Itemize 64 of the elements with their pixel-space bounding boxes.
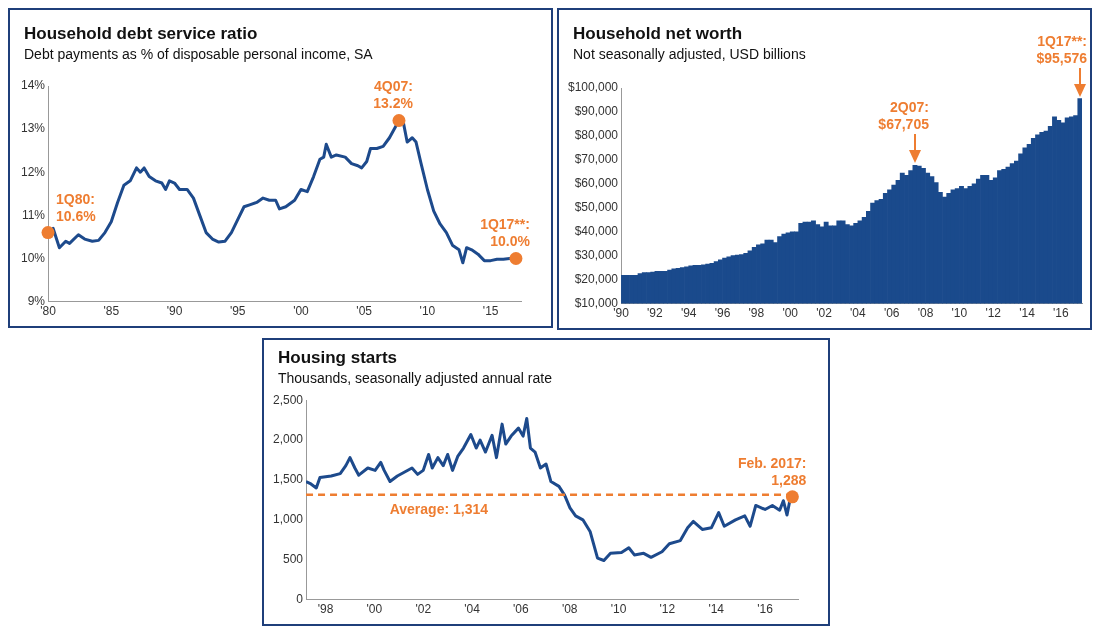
y-tick-label: 1,500 xyxy=(273,472,304,487)
x-tick-label: '04 xyxy=(850,306,867,321)
x-tick-label: '14 xyxy=(1019,306,1036,321)
y-tick-label: 2,000 xyxy=(273,432,304,447)
y-tick-label: $70,000 xyxy=(574,152,619,167)
annotation: Feb. 2017: 1,288 xyxy=(737,454,807,489)
x-tick-label: '90 xyxy=(613,306,630,321)
x-tick-label: '15 xyxy=(482,304,499,319)
y-tick-label: $90,000 xyxy=(574,104,619,119)
y-tick-label: $40,000 xyxy=(574,224,619,239)
y-tick-label: $30,000 xyxy=(574,248,619,262)
annotation: 1Q17**: $95,576 xyxy=(1036,32,1087,67)
y-tick-label: 1,000 xyxy=(273,512,304,527)
chart-title: Household net worth xyxy=(573,24,744,44)
x-tick-label: '02 xyxy=(415,602,432,617)
y-tick-label: $60,000 xyxy=(574,176,619,191)
y-tick-label: 11% xyxy=(21,207,46,222)
x-tick-label: '02 xyxy=(816,306,833,321)
x-tick-label: '85 xyxy=(103,304,120,319)
x-tick-label: '04 xyxy=(464,602,481,617)
x-tick-label: '06 xyxy=(513,602,530,617)
x-tick-label: '00 xyxy=(782,306,799,321)
x-tick-label: '94 xyxy=(680,306,697,321)
y-tick-label: $50,000 xyxy=(574,200,619,215)
chart-title: Household debt service ratio xyxy=(24,24,259,44)
x-tick-label: '05 xyxy=(356,304,373,319)
x-tick-label: '16 xyxy=(1053,306,1069,321)
chart-subtitle: Not seasonally adjusted, USD billions xyxy=(573,46,806,62)
x-tick-label: '08 xyxy=(917,306,934,321)
y-tick-label: $80,000 xyxy=(574,128,619,143)
x-tick-label: '06 xyxy=(883,306,900,321)
x-tick-label: '12 xyxy=(659,602,676,617)
x-tick-label: '10 xyxy=(419,304,436,319)
x-tick-label: '00 xyxy=(293,304,310,319)
x-tick-label: '92 xyxy=(647,306,664,321)
y-tick-label: 0 xyxy=(296,591,304,606)
y-tick-label: 14% xyxy=(20,78,46,93)
y-tick-label: 2,500 xyxy=(273,392,304,407)
x-tick-label: '10 xyxy=(610,602,627,617)
x-tick-label: '12 xyxy=(985,306,1002,321)
ref-line-label: Average: 1,314 xyxy=(389,500,489,517)
y-tick-label: 12% xyxy=(20,164,46,179)
x-tick-label: '08 xyxy=(561,602,578,617)
annotation: 1Q17**: 10.0% xyxy=(480,216,530,251)
annotation: 4Q07: 13.2% xyxy=(373,78,413,113)
x-tick-label: '14 xyxy=(708,602,725,617)
x-tick-label: '98 xyxy=(317,602,334,617)
chart-subtitle: Debt payments as % of disposable personal income, SA xyxy=(24,46,373,62)
annotation: 2Q07: $67,705 xyxy=(878,99,929,134)
y-tick-label: 13% xyxy=(20,121,46,136)
y-tick-label: $20,000 xyxy=(574,271,619,286)
x-tick-label: '96 xyxy=(714,306,731,321)
annotation: 1Q80: 10.6% xyxy=(56,190,96,225)
y-tick-label: 10% xyxy=(20,250,46,265)
x-tick-label: '00 xyxy=(366,602,383,617)
x-tick-label: '98 xyxy=(748,306,765,321)
x-tick-label: '90 xyxy=(166,304,183,319)
chart-subtitle: Thousands, seasonally adjusted annual rate xyxy=(278,370,552,386)
chart-title: Housing starts xyxy=(278,348,399,368)
y-tick-label: 500 xyxy=(283,552,304,567)
x-tick-label: '16 xyxy=(757,602,774,617)
x-tick-label: '95 xyxy=(229,304,246,319)
x-tick-label: '10 xyxy=(951,306,968,321)
y-tick-label: $100,000 xyxy=(567,80,619,95)
